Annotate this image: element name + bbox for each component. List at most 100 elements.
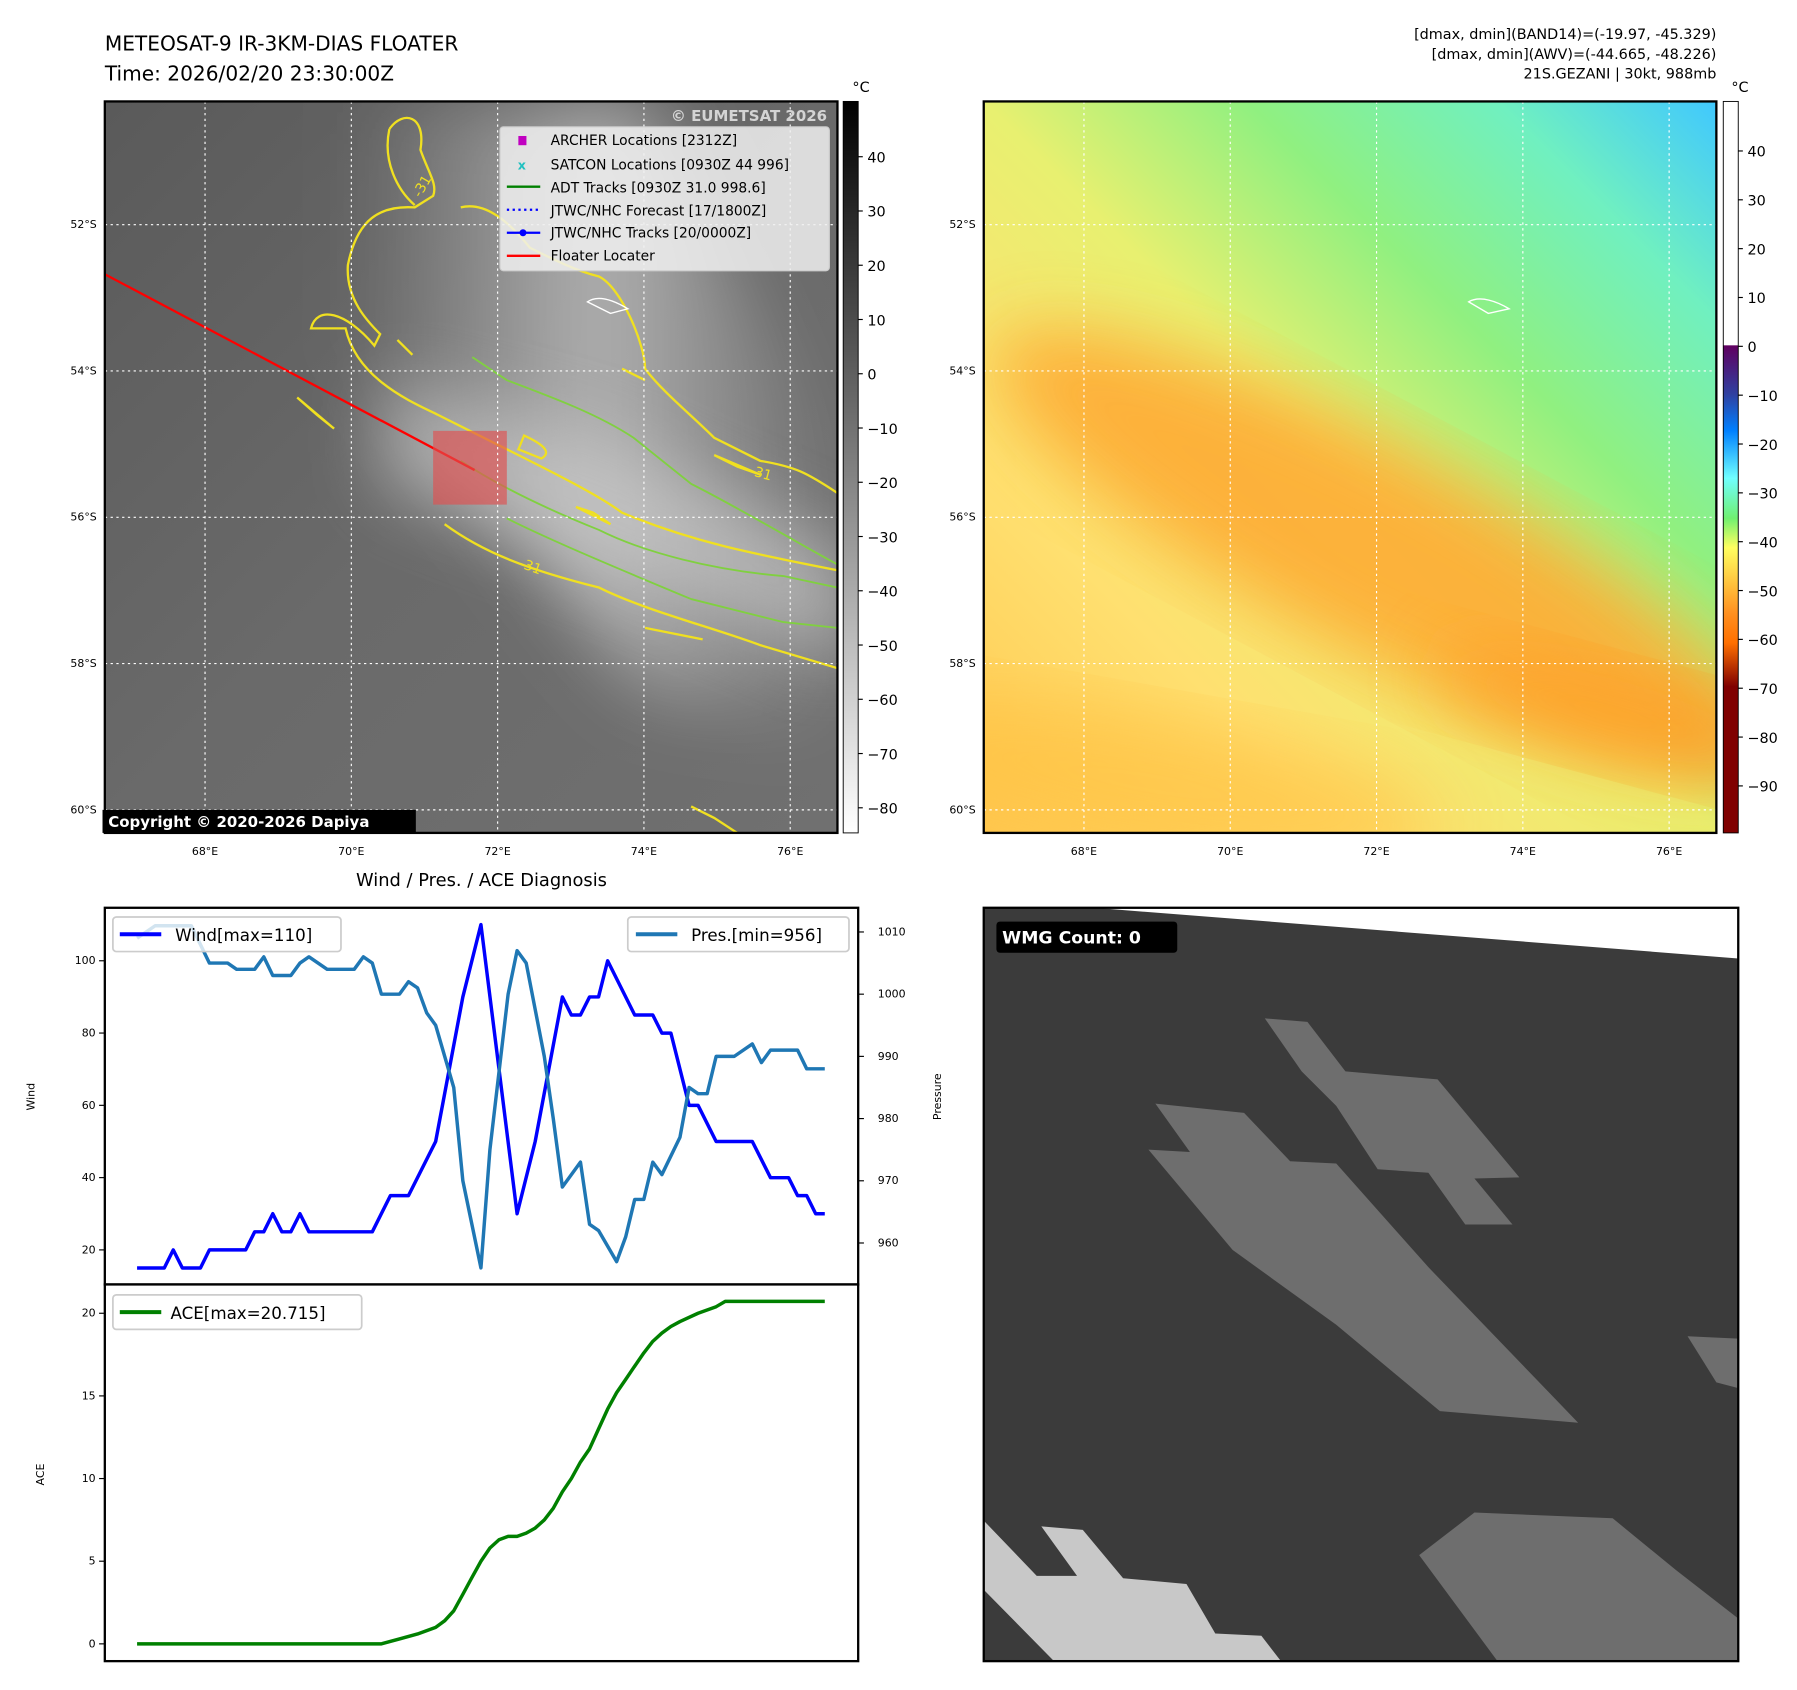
lon-label: 76°E xyxy=(1656,845,1682,858)
lon-label: 72°E xyxy=(1363,845,1389,858)
lon-label: 68°E xyxy=(1071,845,1097,858)
lat-label: 60°S xyxy=(949,803,975,816)
archer-marker-icon xyxy=(518,135,527,146)
legend-floater: Floater Locater xyxy=(551,248,656,264)
diagnosis-title: Wind / Pres. / ACE Diagnosis xyxy=(356,870,607,891)
legend-forecast: JTWC/NHC Forecast [17/1800Z] xyxy=(550,203,767,219)
colorbar-tick-label: −80 xyxy=(867,802,897,818)
copyright-text: Copyright © 2020-2026 Dapiya xyxy=(108,813,369,831)
pressure-tick-label: 960 xyxy=(878,1236,899,1249)
colorbar-tick-label: −20 xyxy=(867,476,897,492)
ace-series-line xyxy=(137,1299,825,1646)
wind-tick-label: 60 xyxy=(82,1099,96,1112)
colorbar-tick-label: −80 xyxy=(1747,731,1777,747)
colorbar-tick-label: 20 xyxy=(867,259,885,275)
colorbar-tick-label: −70 xyxy=(1747,682,1777,698)
pressure-tick-label: 990 xyxy=(878,1050,899,1063)
colorbar-tick-label: 10 xyxy=(1747,291,1765,307)
ir-legend: x ARCHER Locations [2312Z] SATCON Locati… xyxy=(499,126,830,272)
ir-colorbar-ticks: 40 30 20 10 0 −10 −20 −30 −40 −50 −60 −70 −80 xyxy=(858,150,898,818)
colorbar-tick-label: −90 xyxy=(1747,780,1777,796)
wind-axis-label: Wind xyxy=(25,1083,38,1111)
wind-legend: Wind[max=110] xyxy=(112,916,342,953)
wmg-count-label: WMG Count: 0 xyxy=(1002,928,1141,948)
colorbar-tick-label: −40 xyxy=(867,585,897,601)
satcon-marker-icon: x xyxy=(518,157,526,172)
colorbar-tick-label: −50 xyxy=(1747,584,1777,600)
wmg-count-badge xyxy=(996,921,1178,953)
lat-label: 52°S xyxy=(949,218,975,231)
lat-label: 54°S xyxy=(949,364,975,377)
ace-tick-label: 5 xyxy=(89,1555,96,1568)
colorbar-tick-label: 40 xyxy=(867,150,885,166)
pressure-legend-label: Pres.[min=956] xyxy=(691,925,822,945)
ace-tick-label: 0 xyxy=(89,1637,96,1650)
lat-label: 60°S xyxy=(70,803,96,816)
lat-label: 56°S xyxy=(70,511,96,524)
stats-band14: [dmax, dmin](BAND14)=(-19.97, -45.329) xyxy=(1414,27,1716,43)
chart-marks: 20 40 60 80 100 960 970 980 990 1000 1010 0 5 10 15 20 xyxy=(75,922,906,1650)
legend-archer: ARCHER Locations [2312Z] xyxy=(551,133,738,149)
colorbar-tick-label: −30 xyxy=(867,530,897,546)
wind-tick-label: 100 xyxy=(75,954,96,967)
wind-tick-label: 40 xyxy=(82,1171,96,1184)
gridlines xyxy=(983,101,1717,833)
colorbar-tick-label: −60 xyxy=(867,693,897,709)
lon-label: 76°E xyxy=(777,845,803,858)
wind-legend-label: Wind[max=110] xyxy=(175,925,312,945)
colorbar-tick-label: 0 xyxy=(1747,340,1756,356)
colorbar-tick-label: −40 xyxy=(1747,535,1777,551)
colorbar-tick-label: −50 xyxy=(867,639,897,655)
colorbar-tick-label: −10 xyxy=(1747,389,1777,405)
ir-colorbar-unit: °C xyxy=(852,80,869,96)
colorbar-tick-label: −70 xyxy=(867,747,897,763)
wind-tick-label: 20 xyxy=(82,1243,96,1256)
copyright-box xyxy=(102,809,416,833)
awv-axis-labels: 52°S 54°S 56°S 58°S 60°S 68°E 70°E 72°E 74°E 76°E xyxy=(949,218,1682,858)
lon-label: 68°E xyxy=(192,845,218,858)
figure-time: Time: 2026/02/20 23:30:00Z xyxy=(104,62,394,86)
pressure-tick-label: 1000 xyxy=(878,988,906,1001)
figure-title: METEOSAT-9 IR-3KM-DIAS FLOATER xyxy=(105,32,459,56)
pressure-tick-label: 1010 xyxy=(878,925,906,938)
pressure-series-line xyxy=(136,924,825,1270)
colorbar-tick-label: 30 xyxy=(1747,194,1765,210)
colorbar-tick-label: 10 xyxy=(867,313,885,329)
colorbar-tick-label: −60 xyxy=(1747,633,1777,649)
colorbar-tick-label: −20 xyxy=(1747,438,1777,454)
colorbar-tick-label: −30 xyxy=(1747,487,1777,503)
lon-label: 72°E xyxy=(484,845,510,858)
eumetsat-watermark: © EUMETSAT 2026 xyxy=(671,107,827,125)
contour-minus31 xyxy=(296,116,838,833)
colorbar-tick-label: −10 xyxy=(867,422,897,438)
floater-box xyxy=(433,430,507,505)
ace-tick-label: 15 xyxy=(82,1389,96,1402)
track-dot-icon xyxy=(519,229,527,237)
awv-colorbar xyxy=(1722,100,1739,834)
colorbar-tick-label: 0 xyxy=(867,368,876,384)
contour-label: -31 xyxy=(748,463,774,484)
pressure-tick-label: 970 xyxy=(878,1174,899,1187)
storm-info: 21S.GEZANI | 30kt, 988mb xyxy=(1524,66,1717,82)
contour-label: -31 xyxy=(517,556,544,579)
stats-awv: [dmax, dmin](AWV)=(-44.665, -48.226) xyxy=(1432,47,1717,63)
ace-axis-label: ACE xyxy=(34,1464,47,1486)
colorbar-tick-label: 40 xyxy=(1747,145,1765,161)
lat-label: 56°S xyxy=(949,511,975,524)
pressure-legend: Pres.[min=956] xyxy=(626,916,850,953)
ace-panel xyxy=(103,1283,860,1663)
legend-tracks: JTWC/NHC Tracks [20/0000Z] xyxy=(550,225,752,241)
colorbar-tick-label: 20 xyxy=(1747,242,1765,258)
awv-colorbar-unit: °C xyxy=(1731,80,1748,96)
ir-colorbar xyxy=(842,100,859,834)
awv-map[interactable] xyxy=(856,101,1797,901)
ace-tick-label: 20 xyxy=(82,1307,96,1320)
awv-colorbar-ticks: 40 30 20 10 0 −10 −20 −30 −40 −50 −60 −70 −80 −90 xyxy=(1738,145,1778,796)
ace-legend: ACE[max=20.715] xyxy=(112,1293,363,1331)
lat-label: 58°S xyxy=(70,657,96,670)
wind-series-line xyxy=(137,922,825,1270)
pressure-axis-label: Pressure xyxy=(931,1073,944,1120)
ace-legend-label: ACE[max=20.715] xyxy=(170,1303,325,1323)
wmg-panel[interactable] xyxy=(983,907,1739,1662)
